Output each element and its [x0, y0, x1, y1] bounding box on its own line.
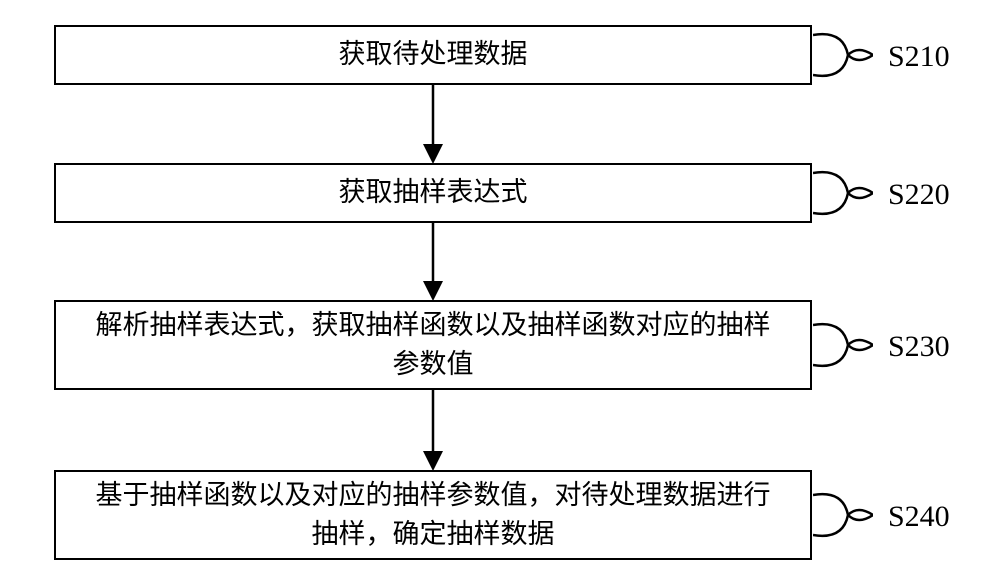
step-label-s230: S230: [888, 330, 950, 364]
step-box-s240: 基于抽样函数以及对应的抽样参数值，对待处理数据进行 抽样，确定抽样数据: [54, 470, 812, 560]
step-label-text: S220: [888, 178, 950, 211]
step-text: 获取待处理数据: [339, 35, 528, 74]
step-label-text: S240: [888, 500, 950, 533]
step-label-s210: S210: [888, 40, 950, 74]
step-label-s240: S240: [888, 500, 950, 534]
step-label-s220: S220: [888, 178, 950, 212]
step-brace-s220: [813, 168, 873, 218]
flowchart-canvas: 获取待处理数据 S210 获取抽样表达式 S220 解析抽样表达式，获取抽样函数…: [0, 0, 1000, 587]
step-brace-s240: [813, 490, 873, 540]
step-box-s220: 获取抽样表达式: [54, 163, 812, 223]
step-text: 解析抽样表达式，获取抽样函数以及抽样函数对应的抽样 参数值: [96, 306, 771, 384]
step-brace-s210: [813, 30, 873, 80]
step-text: 基于抽样函数以及对应的抽样参数值，对待处理数据进行 抽样，确定抽样数据: [96, 476, 771, 554]
step-label-text: S210: [888, 40, 950, 73]
step-box-s230: 解析抽样表达式，获取抽样函数以及抽样函数对应的抽样 参数值: [54, 300, 812, 390]
step-text: 获取抽样表达式: [339, 173, 528, 212]
step-brace-s230: [813, 320, 873, 370]
step-label-text: S230: [888, 330, 950, 363]
step-box-s210: 获取待处理数据: [54, 25, 812, 85]
